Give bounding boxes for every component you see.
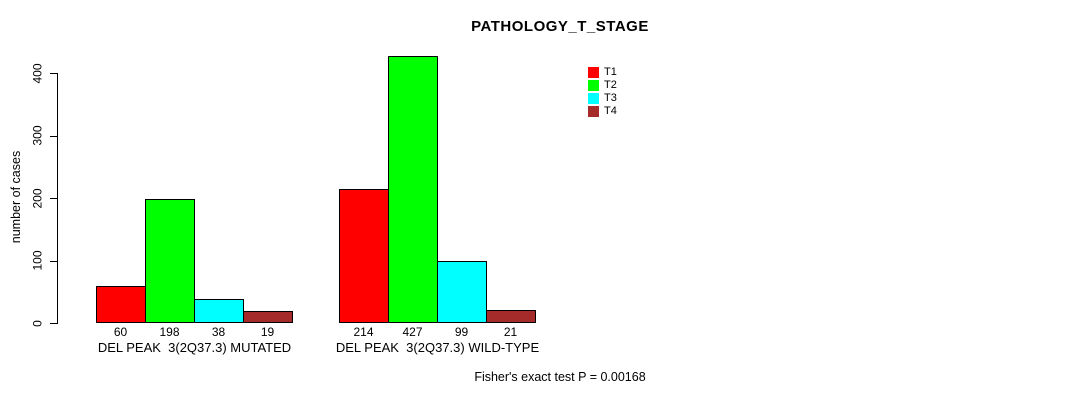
legend-swatch-t1 xyxy=(588,67,599,78)
category-label: DEL PEAK 3(2Q37.3) WILD-TYPE xyxy=(335,340,540,355)
y-axis-label: number of cases xyxy=(9,150,23,244)
bar-value-label: 19 xyxy=(260,325,275,339)
y-tick-mark xyxy=(50,73,57,74)
bar-t4-group1 xyxy=(243,311,293,323)
legend-swatch-t4 xyxy=(588,106,599,117)
legend-swatch-t2 xyxy=(588,80,599,91)
bar-t2-group1 xyxy=(145,199,195,323)
legend-swatch-t3 xyxy=(588,93,599,104)
bar-t3-group2 xyxy=(437,261,487,323)
bar-value-label: 60 xyxy=(113,325,128,339)
legend-label: T4 xyxy=(604,105,617,117)
y-tick-mark xyxy=(50,323,57,324)
y-tick-label: 0 xyxy=(30,319,45,327)
bar-t4-group2 xyxy=(486,309,536,323)
y-tick-mark xyxy=(50,135,57,137)
y-tick-mark xyxy=(50,260,57,262)
chart-title: PATHOLOGY_T_STAGE xyxy=(471,18,649,35)
bar-value-label: 198 xyxy=(159,325,180,339)
bar-value-label: 99 xyxy=(454,325,469,339)
bar-t3-group1 xyxy=(194,299,244,323)
y-tick-label: 200 xyxy=(30,187,45,209)
bar-t1-group2 xyxy=(339,189,389,323)
y-tick-label: 400 xyxy=(30,62,45,84)
bar-value-label: 21 xyxy=(503,325,518,339)
legend-label: T2 xyxy=(604,79,617,91)
legend-label: T1 xyxy=(604,66,617,78)
legend-label: T3 xyxy=(604,92,617,104)
y-tick-label: 100 xyxy=(30,250,45,271)
bar-value-label: 38 xyxy=(211,325,226,339)
bar-value-label: 214 xyxy=(353,325,374,339)
bar-t1-group1 xyxy=(96,285,146,323)
fisher-test-annotation: Fisher's exact test P = 0.00168 xyxy=(474,370,646,384)
bar-t2-group2 xyxy=(388,56,438,323)
category-label: DEL PEAK 3(2Q37.3) MUTATED xyxy=(97,340,292,355)
bar-value-label: 427 xyxy=(402,325,423,339)
y-axis-line xyxy=(57,73,58,324)
y-tick-label: 300 xyxy=(30,125,45,146)
y-tick-mark xyxy=(50,198,57,199)
